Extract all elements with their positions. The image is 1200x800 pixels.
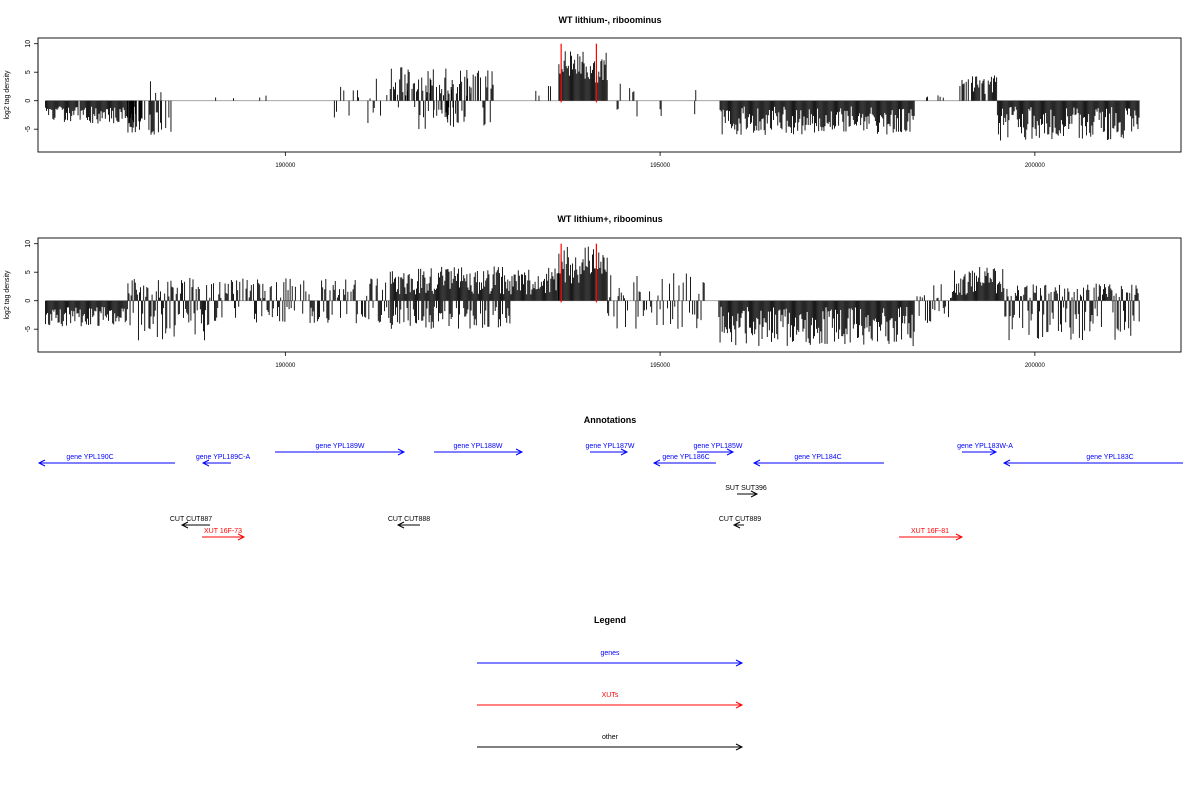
feature-arrow (202, 533, 246, 541)
axes: -5 0 5 10 190000 195000 200000 (25, 37, 1182, 169)
y-axis-label: log2 tag density (4, 270, 11, 320)
feature-arrow (737, 490, 759, 498)
feature-label: gene YPL184C (794, 454, 841, 461)
feature-label: CUT CUT887 (170, 516, 212, 523)
legend-item-label: XUTs (602, 692, 619, 699)
feature-arrow (396, 521, 420, 529)
feature-label: gene YPL183C (1086, 454, 1133, 461)
plot-frame (37, 237, 1182, 353)
y-tick-label: -5 (25, 126, 32, 132)
y-tick-label: 10 (25, 240, 32, 248)
feature-label: gene YPL189C-A (196, 454, 251, 461)
feature-label: gene YPL190C (66, 454, 113, 461)
feature-arrow (590, 448, 629, 456)
feature-arrow (1002, 459, 1183, 467)
x-tick-label: 190000 (275, 163, 296, 169)
feature-label: gene YPL185W (694, 443, 743, 450)
feature-arrow (275, 448, 406, 456)
feature-label: XUT 16F-81 (911, 528, 949, 535)
feature-label: gene YPL183W-A (957, 443, 1013, 450)
y-tick-label: 0 (25, 99, 32, 103)
feature-label: CUT CUT888 (388, 516, 430, 523)
feature-label: XUT 16F-73 (204, 528, 242, 535)
panel-title: WT lithium-, riboominus (559, 15, 662, 25)
track-panel-lithium-plus: WT lithium+, riboominus log2 tag density… (4, 214, 1182, 369)
feature-arrow (962, 448, 998, 456)
x-tick-label: 200000 (1025, 163, 1046, 169)
y-tick-label: 5 (25, 70, 32, 74)
legend-items: genes XUTs other (477, 650, 744, 751)
legend-arrow (477, 701, 744, 709)
feature-label: CUT CUT889 (719, 516, 761, 523)
feature-label: gene YPL187W (586, 443, 635, 450)
panel-title: WT lithium+, riboominus (557, 214, 662, 224)
feature-arrow (732, 521, 744, 529)
feature-arrows: gene YPL190C gene YPL189C-A gene YPL189W ge… (37, 443, 1183, 541)
track-panel-lithium-minus: WT lithium-, riboominus log2 tag density… (4, 15, 1182, 169)
legend-item-label: other (602, 734, 619, 741)
legend: Legend genes XUTs other (477, 615, 744, 751)
x-tick-label: 195000 (650, 363, 671, 369)
plot-frame (37, 37, 1182, 153)
feature-label: gene YPL189W (316, 443, 365, 450)
feature-arrow (37, 459, 175, 467)
x-tick-label: 200000 (1025, 363, 1046, 369)
y-axis-label: log2 tag density (4, 70, 11, 120)
y-tick-label: 10 (25, 40, 32, 48)
feature-arrow (752, 459, 884, 467)
x-tick-label: 195000 (650, 163, 671, 169)
y-tick-label: 0 (25, 299, 32, 303)
signal-bars (45, 243, 1140, 347)
feature-arrow (697, 448, 735, 456)
y-tick-label: 5 (25, 270, 32, 274)
y-tick-label: -5 (25, 326, 32, 332)
axes: -5 0 5 10 190000 195000 200000 (25, 237, 1182, 369)
annotations-title: Annotations (584, 415, 637, 425)
feature-arrow (652, 459, 716, 467)
legend-arrow (477, 743, 744, 751)
annotations-track: Annotations gene YPL190C gene YPL189C-Age… (37, 415, 1183, 541)
legend-title: Legend (594, 615, 626, 625)
feature-arrow (201, 459, 231, 467)
feature-label: gene YPL188W (454, 443, 503, 450)
feature-arrow (180, 521, 210, 529)
legend-item-label: genes (600, 650, 620, 657)
signal-bars (45, 43, 1140, 141)
legend-arrow (477, 659, 744, 667)
x-tick-label: 190000 (275, 363, 296, 369)
feature-label: gene YPL186C (662, 454, 709, 461)
feature-arrow (434, 448, 524, 456)
feature-arrow (899, 533, 964, 541)
feature-label: SUT SUT396 (725, 485, 767, 492)
